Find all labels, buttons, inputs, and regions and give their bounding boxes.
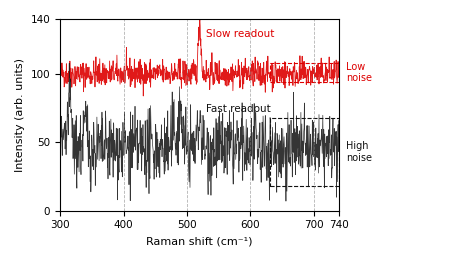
Text: High
noise: High noise: [346, 141, 372, 163]
Bar: [270, 118, 339, 186]
Y-axis label: Intensity (arb. units): Intensity (arb. units): [15, 58, 25, 172]
Bar: [270, 63, 339, 82]
X-axis label: Raman shift (cm⁻¹): Raman shift (cm⁻¹): [146, 236, 253, 246]
Text: Low
noise: Low noise: [346, 62, 372, 83]
Text: Fast readout: Fast readout: [206, 104, 271, 114]
Text: Slow readout: Slow readout: [206, 29, 274, 39]
